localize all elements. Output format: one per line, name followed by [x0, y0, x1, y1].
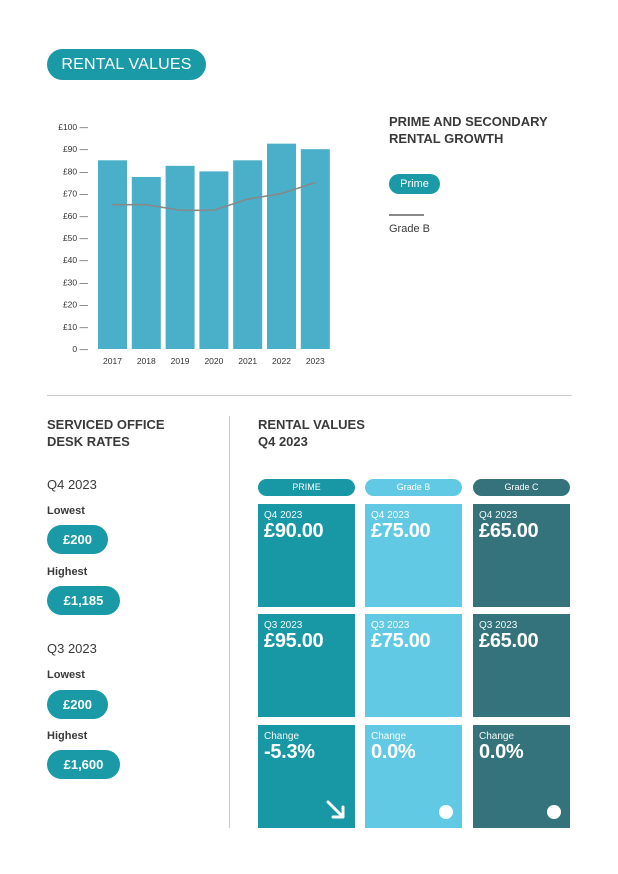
- prime-bar-2021: [233, 160, 263, 349]
- legend-prime: Prime: [389, 174, 440, 194]
- q4-highest-value: £1,185: [47, 586, 120, 615]
- y-tick-label: £30 —: [63, 277, 89, 287]
- serviced-title-line1: SERVICED OFFICE: [47, 417, 165, 432]
- legend-title-line2: RENTAL GROWTH: [389, 131, 504, 146]
- no-change-dot-icon: [439, 805, 453, 819]
- prime-bar-2023: [300, 149, 330, 349]
- x-tick-label: 2022: [272, 356, 291, 366]
- grade-b-line: [111, 181, 316, 212]
- gradec-q3-value: £65.00: [479, 630, 539, 652]
- gradeb-q3-value: £75.00: [371, 630, 431, 652]
- y-tick-label: £20 —: [63, 300, 89, 310]
- prime-q4-value: £90.00: [264, 520, 324, 542]
- rental-values-title: RENTAL VALUES: [47, 49, 206, 80]
- y-tick-label: £80 —: [63, 166, 89, 176]
- prime-change-cell: Change -5.3%: [258, 725, 355, 828]
- q3-highest-label: Highest: [47, 730, 88, 742]
- serviced-office-title: SERVICED OFFICE DESK RATES: [47, 416, 165, 450]
- q4-lowest-value: £200: [47, 525, 108, 554]
- rental-q4-title: RENTAL VALUES Q4 2023: [258, 416, 365, 450]
- prime-bar-2020: [199, 171, 229, 349]
- gradeb-change-value: 0.0%: [371, 741, 416, 763]
- x-tick-label: 2021: [238, 356, 257, 366]
- gradeb-q4-label: Q4 2023: [371, 510, 410, 521]
- y-tick-label: £70 —: [63, 189, 89, 199]
- legend-gradeb-label: Grade B: [389, 223, 430, 235]
- gradec-q3-cell: Q3 2023 £65.00: [473, 614, 570, 717]
- gradeb-q3-label: Q3 2023: [371, 620, 410, 631]
- gradec-q3-label: Q3 2023: [479, 620, 518, 631]
- gradec-q4-label: Q4 2023: [479, 510, 518, 521]
- prime-q4-cell: Q4 2023 £90.00: [258, 504, 355, 607]
- gradec-q4-cell: Q4 2023 £65.00: [473, 504, 570, 607]
- prime-bar-2022: [267, 143, 296, 349]
- y-tick-label: £100 —: [58, 122, 88, 132]
- gradec-change-cell: Change 0.0%: [473, 725, 570, 828]
- prime-bar-2017: [98, 160, 127, 349]
- q4-highest-label: Highest: [47, 566, 88, 578]
- section-divider: [47, 395, 572, 396]
- rental-q4-title-line2: Q4 2023: [258, 434, 308, 449]
- no-change-dot-icon: [547, 805, 561, 819]
- q4-lowest-label: Lowest: [47, 505, 85, 517]
- column-header-prime: PRIME: [258, 479, 355, 496]
- gradeb-change-label: Change: [371, 731, 407, 742]
- prime-change-label: Change: [264, 731, 300, 742]
- q3-2023-label: Q3 2023: [47, 641, 97, 656]
- gradeb-change-cell: Change 0.0%: [365, 725, 462, 828]
- x-tick-label: 2019: [171, 356, 190, 366]
- prime-bar-2018: [131, 176, 161, 349]
- gradeb-q4-cell: Q4 2023 £75.00: [365, 504, 462, 607]
- y-tick-label: £60 —: [63, 211, 89, 221]
- prime-q3-value: £95.00: [264, 630, 324, 652]
- prime-q4-label: Q4 2023: [264, 510, 303, 521]
- q4-2023-label: Q4 2023: [47, 477, 97, 492]
- prime-q3-cell: Q3 2023 £95.00: [258, 614, 355, 717]
- gradec-q4-value: £65.00: [479, 520, 539, 542]
- x-tick-label: 2020: [204, 356, 223, 366]
- prime-q3-label: Q3 2023: [264, 620, 303, 631]
- q3-highest-value: £1,600: [47, 750, 120, 779]
- gradeb-q3-cell: Q3 2023 £75.00: [365, 614, 462, 717]
- rental-growth-chart: £100 — £90 — £80 — £70 — £60 — £50 — £40 — £30 …: [58, 122, 330, 366]
- q3-lowest-label: Lowest: [47, 669, 85, 681]
- gradec-change-label: Change: [479, 731, 515, 742]
- column-divider: [229, 416, 230, 828]
- y-tick-label: £50 —: [63, 233, 89, 243]
- legend-title-line1: PRIME AND SECONDARY: [389, 114, 548, 129]
- y-tick-label: £90 —: [63, 144, 89, 154]
- prime-change-value: -5.3%: [264, 741, 315, 763]
- rental-q4-title-line1: RENTAL VALUES: [258, 417, 365, 432]
- x-tick-label: 2023: [306, 356, 325, 366]
- x-tick-label: 2018: [137, 356, 156, 366]
- x-tick-label: 2017: [103, 356, 122, 366]
- column-header-grade-b: Grade B: [365, 479, 462, 496]
- gradeb-q4-value: £75.00: [371, 520, 431, 542]
- gradec-change-value: 0.0%: [479, 741, 524, 763]
- y-tick-label: £40 —: [63, 255, 89, 265]
- serviced-title-line2: DESK RATES: [47, 434, 130, 449]
- legend-gradeb-line: [389, 214, 424, 216]
- legend-title: PRIME AND SECONDARY RENTAL GROWTH: [389, 113, 579, 147]
- prime-bar-2019: [165, 165, 195, 349]
- y-tick-label: 0 —: [72, 344, 88, 354]
- column-header-grade-c: Grade C: [473, 479, 570, 496]
- q3-lowest-value: £200: [47, 690, 108, 719]
- y-tick-label: £10 —: [63, 322, 89, 332]
- arrow-down-right-icon: [326, 800, 345, 819]
